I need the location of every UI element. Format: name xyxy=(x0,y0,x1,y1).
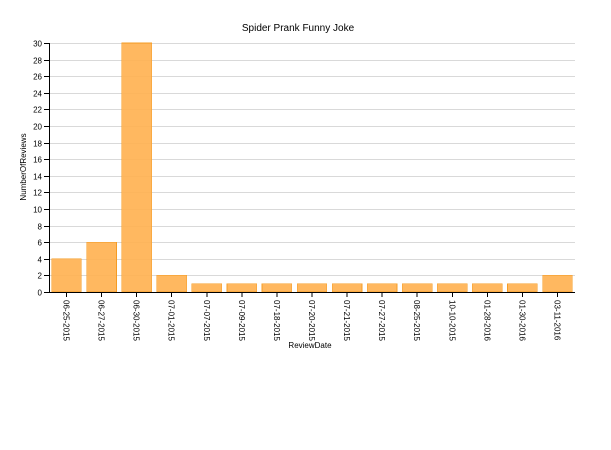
y-tick-label: 6 xyxy=(38,239,43,248)
bar xyxy=(331,283,363,293)
x-tick-label: 01-28-2016 xyxy=(482,300,491,341)
y-tick-label: 26 xyxy=(33,73,42,82)
y-tick-label: 20 xyxy=(33,123,42,132)
bar xyxy=(366,283,398,293)
x-tick-label: 10-10-2015 xyxy=(447,300,456,341)
y-tick-label: 2 xyxy=(38,272,43,281)
x-tick-label: 06-25-2015 xyxy=(62,300,71,341)
bar xyxy=(401,283,433,293)
x-axis: 06-25-2015 06-27-2015 06-30-2015 07-01-2015… xyxy=(49,292,575,341)
x-tick-label: 07-09-2015 xyxy=(237,300,246,341)
bar xyxy=(296,283,328,293)
bar xyxy=(261,283,293,293)
bar xyxy=(121,42,152,293)
y-axis-label: NumberOfReviews xyxy=(19,133,28,200)
x-tick-label: 08-25-2015 xyxy=(412,300,421,341)
y-tick-label: 28 xyxy=(33,57,42,66)
x-tick-label: 07-07-2015 xyxy=(202,300,211,341)
y-tick-label: 8 xyxy=(38,223,43,232)
y-tick-label: 14 xyxy=(33,173,42,182)
x-tick-label: 07-18-2015 xyxy=(272,300,281,341)
bars xyxy=(51,42,573,293)
bar xyxy=(472,283,503,293)
x-axis-label: ReviewDate xyxy=(288,341,332,350)
y-tick-label: 0 xyxy=(38,289,43,298)
bar xyxy=(226,283,258,293)
bar xyxy=(86,241,117,293)
x-tick-label: 01-30-2016 xyxy=(517,300,526,341)
bar xyxy=(437,283,468,293)
y-tick-label: 10 xyxy=(33,206,42,215)
y-tick-label: 16 xyxy=(33,156,42,165)
x-tick-label: 07-20-2015 xyxy=(307,300,316,341)
x-tick-label: 06-30-2015 xyxy=(132,300,141,341)
x-tick-label: 07-01-2015 xyxy=(167,300,176,341)
y-tick-label: 4 xyxy=(38,256,43,265)
y-tick-label: 24 xyxy=(33,90,42,99)
y-tick-label: 22 xyxy=(33,106,42,115)
bar xyxy=(156,275,187,293)
bar xyxy=(507,283,538,293)
bar xyxy=(51,258,82,293)
x-tick-label: 07-21-2015 xyxy=(342,300,351,341)
bar xyxy=(191,283,223,293)
x-tick-label: 03-11-2016 xyxy=(552,300,561,341)
bar xyxy=(542,275,573,293)
y-tick-label: 12 xyxy=(33,189,42,198)
y-tick-label: 30 xyxy=(33,40,42,49)
x-tick-label: 07-27-2015 xyxy=(377,300,386,341)
chart-title: Spider Prank Funny Joke xyxy=(242,23,355,34)
x-tick-label: 06-27-2015 xyxy=(97,300,106,341)
y-tick-label: 18 xyxy=(33,140,42,149)
